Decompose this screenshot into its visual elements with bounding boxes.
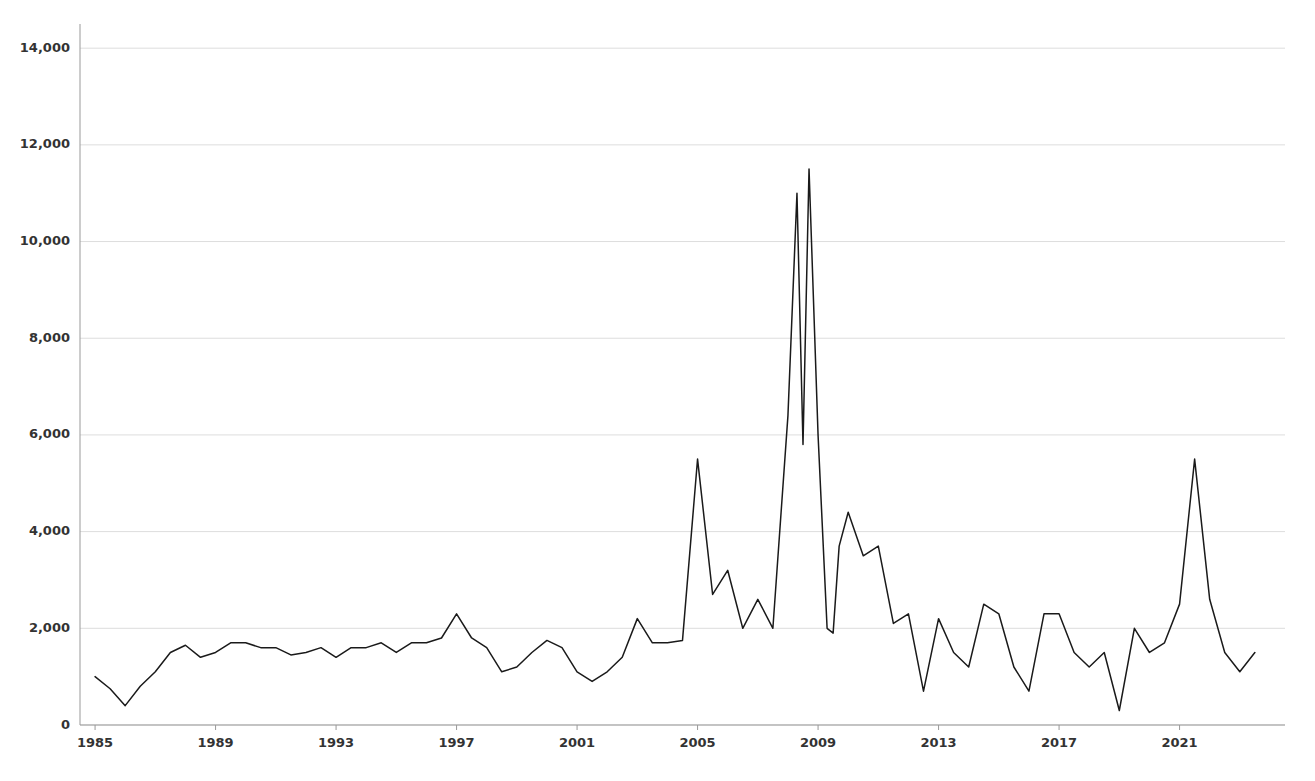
chart-svg: 0 2,000 4,000 6,000 8,000 10,000 12,000 14,000 1… (0, 0, 1315, 781)
grid-line (80, 434, 1285, 435)
x-tick-label: 1989 (197, 735, 233, 750)
x-tick (577, 725, 578, 730)
y-grid (80, 48, 1285, 725)
x-tick-label: 2017 (1041, 735, 1077, 750)
data-line (95, 169, 1255, 710)
x-axis-line (80, 725, 1285, 726)
x-tick-label: 2021 (1161, 735, 1197, 750)
x-tick-label: 1985 (77, 735, 113, 750)
y-tick-label: 12,000 (20, 136, 70, 151)
y-axis-line (80, 24, 81, 725)
y-tick-label: 14,000 (20, 40, 70, 55)
plot-area (95, 169, 1255, 710)
grid-line (80, 241, 1285, 242)
x-tick-labels: 1985 1989 1993 1997 2001 2005 2009 2013 2017 2021 (77, 735, 1198, 750)
x-tick (95, 725, 96, 730)
y-tick-labels: 0 2,000 4,000 6,000 8,000 10,000 12,000 14,000 (20, 40, 70, 732)
x-tick (818, 725, 819, 730)
x-tick-label: 2005 (679, 735, 715, 750)
y-tick-label: 10,000 (20, 233, 70, 248)
x-tick (697, 725, 698, 730)
y-tick-label: 4,000 (29, 523, 70, 538)
y-tick-label: 2,000 (29, 620, 70, 635)
y-tick-label: 0 (61, 717, 70, 732)
grid-line (80, 725, 1285, 726)
x-tick-label: 1997 (438, 735, 474, 750)
grid-line (80, 338, 1285, 339)
x-tick (456, 725, 457, 730)
x-tick (1179, 725, 1180, 730)
chart-container: 0 2,000 4,000 6,000 8,000 10,000 12,000 14,000 1… (0, 0, 1315, 781)
x-tick-label: 2013 (920, 735, 956, 750)
y-tick-label: 6,000 (29, 426, 70, 441)
x-tick-label: 2001 (559, 735, 595, 750)
x-tick (215, 725, 216, 730)
grid-line (80, 628, 1285, 629)
y-tick-label: 8,000 (29, 330, 70, 345)
x-tick-label: 2009 (800, 735, 836, 750)
x-tick (938, 725, 939, 730)
x-tick-label: 1993 (318, 735, 354, 750)
x-tick (336, 725, 337, 730)
grid-line (80, 48, 1285, 49)
grid-line (80, 144, 1285, 145)
x-tick (1059, 725, 1060, 730)
grid-line (80, 531, 1285, 532)
